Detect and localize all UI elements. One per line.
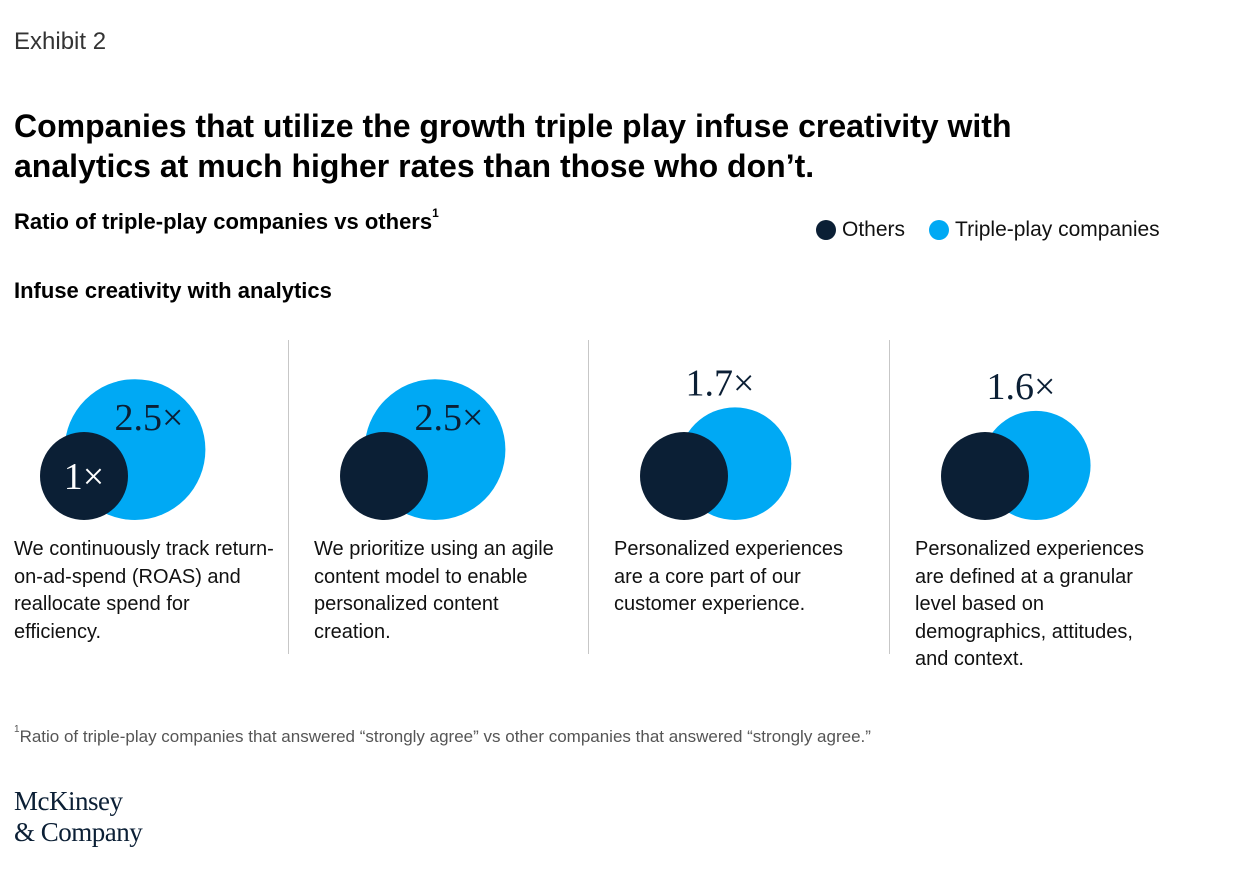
triple-play-ratio-label: 2.5× [415, 397, 484, 439]
legend-label-triple-play: Triple-play companies [955, 218, 1160, 241]
column-divider [588, 340, 589, 654]
statement-text: We continuously track return-on-ad-spend… [14, 538, 274, 643]
logo-line-2: & Company [14, 817, 143, 847]
legend-item-others: Others [816, 218, 905, 242]
others-bubble [941, 432, 1029, 520]
statement-text: Personalized experiences are a core part… [614, 538, 844, 615]
column-divider [889, 340, 890, 654]
chart-subtitle: Ratio of triple-play companies vs others… [14, 205, 439, 235]
bubble-pair-3: 1.7× [640, 362, 792, 520]
legend-item-triple-play: Triple-play companies [929, 218, 1160, 242]
chart-headline: Companies that utilize the growth triple… [14, 108, 1012, 184]
column-divider [288, 340, 289, 654]
legend-label-others: Others [842, 218, 906, 241]
statement-text: We prioritize using an agile content mod… [314, 538, 554, 643]
logo-line-1: McKinsey [14, 786, 123, 816]
footnote-text: Ratio of triple-play companies that answ… [19, 727, 871, 746]
subtitle-footnote-marker: 1 [432, 205, 439, 220]
exhibit-label: Exhibit 2 [14, 28, 107, 55]
others-ratio-label: 1× [64, 456, 104, 498]
bubble-pair-2: 2.5× [340, 379, 506, 520]
legend-swatch-triple-play [929, 220, 950, 240]
others-bubble [340, 432, 428, 520]
chart-legend: Others Triple-play companies [816, 218, 1160, 242]
statement-text: Personalized experiences are defined at … [915, 538, 1145, 670]
footnote: 1Ratio of triple-play companies that ans… [14, 724, 871, 747]
others-bubble [640, 432, 728, 520]
subtitle-text: Ratio of triple-play companies vs others [14, 209, 433, 234]
others-bubble [40, 432, 128, 520]
bubble-pair-1: 2.5× 1× [40, 379, 206, 520]
mckinsey-logo: McKinsey & Company [14, 786, 143, 848]
section-title: Infuse creativity with analytics [14, 278, 332, 303]
triple-play-ratio-label: 1.6× [987, 366, 1056, 408]
legend-swatch-others [816, 220, 836, 240]
triple-play-ratio-label: 2.5× [115, 397, 184, 439]
footnote-marker: 1 [14, 724, 20, 736]
triple-play-ratio-label: 1.7× [686, 362, 755, 404]
bubble-pair-4: 1.6× [941, 366, 1091, 520]
